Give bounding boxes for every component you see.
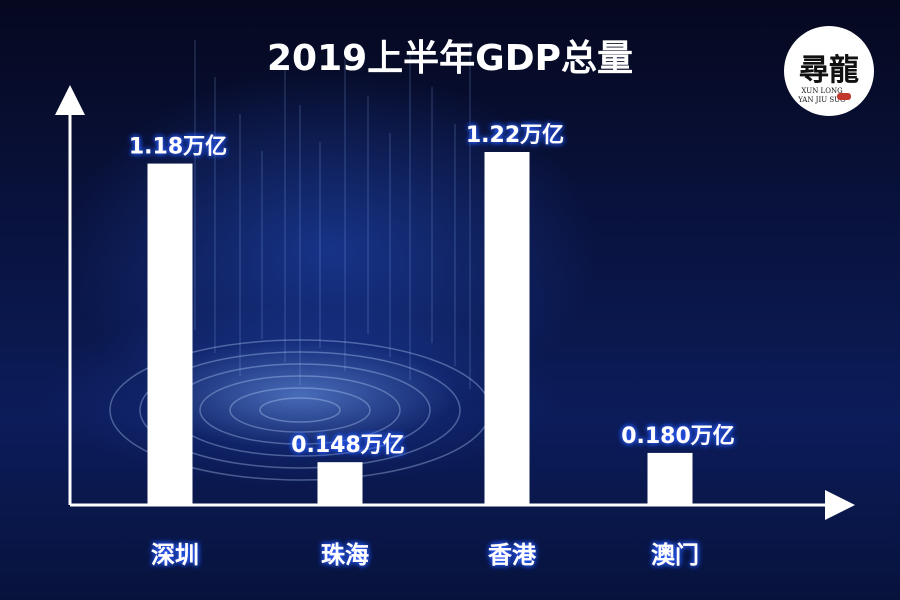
background-streaks bbox=[194, 40, 471, 389]
bar-2 bbox=[484, 152, 530, 505]
chart-title: 2019上半年GDP总量 bbox=[267, 38, 633, 79]
category-label-2: 香港 bbox=[488, 541, 537, 569]
category-label-0: 深圳 bbox=[151, 541, 199, 569]
value-label-3: 0.180万亿 bbox=[621, 424, 735, 449]
value-label-2: 1.22万亿 bbox=[466, 123, 564, 148]
logo-line2: YAN JIU SUO bbox=[797, 96, 846, 104]
value-label-0: 1.18万亿 bbox=[129, 135, 227, 160]
bar-0 bbox=[147, 163, 193, 505]
logo-line1: XUN LONG bbox=[801, 87, 843, 95]
logo-seal bbox=[837, 93, 851, 100]
logo-mark: 尋龍 bbox=[799, 53, 859, 88]
bar-3 bbox=[647, 452, 693, 505]
logo-circle bbox=[784, 26, 874, 116]
category-label-3: 澳门 bbox=[651, 541, 699, 569]
bar-1 bbox=[317, 462, 363, 505]
category-label-1: 珠海 bbox=[321, 541, 369, 569]
logo-badge: 尋龍 XUN LONG YAN JIU SUO bbox=[784, 26, 874, 116]
value-label-1: 0.148万亿 bbox=[291, 433, 405, 458]
